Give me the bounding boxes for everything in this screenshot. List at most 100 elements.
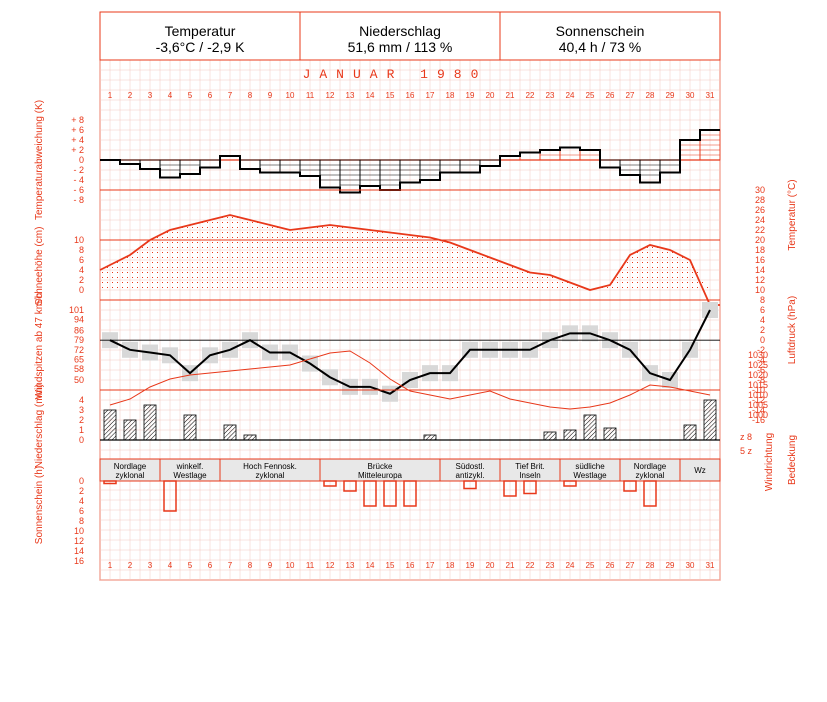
day-label-bottom: 26 xyxy=(606,561,615,570)
precipitation-bar xyxy=(103,409,117,441)
day-label-bottom: 12 xyxy=(326,561,335,570)
tick-wind-gust: 86 xyxy=(74,326,84,336)
tick-precipitation: 4 xyxy=(79,395,84,405)
sunshine-bar xyxy=(163,480,177,512)
weather-type-label: Westlage xyxy=(173,471,207,480)
tick-temperature: 26 xyxy=(755,205,765,215)
tick-wind-gust: 50 xyxy=(74,375,84,385)
sunshine-bar xyxy=(523,480,537,495)
tick-snow-depth: 8 xyxy=(79,245,84,255)
day-label-bottom: 31 xyxy=(706,561,715,570)
day-label-bottom: 8 xyxy=(248,561,253,570)
day-label-bottom: 3 xyxy=(148,561,153,570)
tick-temp-deviation: - 8 xyxy=(73,195,84,205)
tick-temp-deviation: + 4 xyxy=(71,135,84,145)
day-label-bottom: 22 xyxy=(526,561,535,570)
tick-sunshine: 0 xyxy=(79,476,84,486)
tick-cover: z 8 xyxy=(740,432,752,442)
sunshine-bar xyxy=(363,480,377,507)
day-label-top: 14 xyxy=(366,91,375,100)
tick-temperature-lower: 4 xyxy=(760,315,765,325)
tick-temperature-lower: -16 xyxy=(752,415,765,425)
weather-type-label: südliche xyxy=(575,462,605,471)
precipitation-bar xyxy=(223,424,237,441)
day-label-bottom: 18 xyxy=(446,561,455,570)
tick-wind-gust: 58 xyxy=(74,364,84,374)
tick-wind-gust: 79 xyxy=(74,335,84,345)
sunshine-bar xyxy=(623,480,637,492)
day-label-bottom: 13 xyxy=(346,561,355,570)
weather-type-label: zyklonal xyxy=(636,471,665,480)
sun-title: Sonnenschein xyxy=(556,23,645,39)
tick-sunshine: 8 xyxy=(79,516,84,526)
weather-type-label: zyklonal xyxy=(116,471,145,480)
precipitation-bar xyxy=(423,434,437,441)
day-label-top: 17 xyxy=(426,91,435,100)
precipitation-bar xyxy=(583,414,597,441)
day-label-bottom: 24 xyxy=(566,561,575,570)
tick-precipitation: 2 xyxy=(79,415,84,425)
axis-label-cloud-cover: Bedeckung xyxy=(787,435,798,485)
axis-label-temp-deviation: Temperaturabweichung (K) xyxy=(34,100,45,220)
day-label-bottom: 16 xyxy=(406,561,415,570)
data-layer: 1122334455667788991010111112121313141415… xyxy=(69,91,768,570)
day-label-bottom: 30 xyxy=(686,561,695,570)
day-label-bottom: 1 xyxy=(108,561,113,570)
day-label-bottom: 7 xyxy=(228,561,233,570)
weather-type-label: Inseln xyxy=(519,471,540,480)
sunshine-bar xyxy=(343,480,357,492)
tick-wind-gust: 94 xyxy=(74,315,84,325)
tick-temp-deviation: + 8 xyxy=(71,115,84,125)
tick-temperature: 16 xyxy=(755,255,765,265)
day-label-bottom: 20 xyxy=(486,561,495,570)
tick-sunshine: 16 xyxy=(74,556,84,566)
precipitation-bar xyxy=(683,424,697,441)
day-label-bottom: 23 xyxy=(546,561,555,570)
weather-type-label: Südostl. xyxy=(456,462,485,471)
tick-temperature: 18 xyxy=(755,245,765,255)
day-label-bottom: 2 xyxy=(128,561,133,570)
tick-temperature: 30 xyxy=(755,185,765,195)
day-label-top: 8 xyxy=(248,91,253,100)
day-label-top: 29 xyxy=(666,91,675,100)
weather-type-label: Hoch Fennosk. xyxy=(243,462,297,471)
tick-snow-depth: 0 xyxy=(79,285,84,295)
weather-type-label: zyklonal xyxy=(256,471,285,480)
precipitation-bar xyxy=(123,419,137,441)
tick-snow-depth: 6 xyxy=(79,255,84,265)
tick-temperature-lower: -14 xyxy=(752,405,765,415)
tick-pressure: 1005 xyxy=(748,400,768,410)
tick-wind-gust: 65 xyxy=(74,354,84,364)
tick-sunshine: 12 xyxy=(74,536,84,546)
tick-pressure: 1010 xyxy=(748,390,768,400)
tick-temp-deviation: + 6 xyxy=(71,125,84,135)
sunshine-bar xyxy=(643,480,657,507)
day-label-top: 4 xyxy=(168,91,173,100)
temperature-line xyxy=(99,214,720,306)
day-label-top: 25 xyxy=(586,91,595,100)
weather-type-label: Mitteleuropa xyxy=(358,471,403,480)
weather-type-label: Nordlage xyxy=(114,462,147,471)
precipitation-bar xyxy=(703,399,717,441)
weather-type-label: antizykl. xyxy=(456,471,485,480)
weather-type-label: Westlage xyxy=(573,471,607,480)
tick-temperature-lower: 8 xyxy=(760,295,765,305)
sunshine-bar xyxy=(383,480,397,507)
tick-sunshine: 4 xyxy=(79,496,84,506)
weather-type-label: winkelf. xyxy=(176,462,204,471)
day-label-bottom: 11 xyxy=(306,561,315,570)
weather-type-label: Nordlage xyxy=(634,462,667,471)
day-label-top: 27 xyxy=(626,91,635,100)
tick-pressure: 1025 xyxy=(748,360,768,370)
sunshine-bar xyxy=(403,480,417,507)
tick-pressure: 1015 xyxy=(748,380,768,390)
tick-precipitation: 1 xyxy=(79,425,84,435)
day-label-top: 16 xyxy=(406,91,415,100)
day-label-top: 30 xyxy=(686,91,695,100)
tick-temperature-lower: -10 xyxy=(752,385,765,395)
precipitation-bar xyxy=(143,404,157,441)
temp-title: Temperatur xyxy=(165,23,236,39)
month-label: JANUAR 1980 xyxy=(303,67,488,82)
axis-label-precip: Niederschlag (mm) xyxy=(34,384,45,468)
